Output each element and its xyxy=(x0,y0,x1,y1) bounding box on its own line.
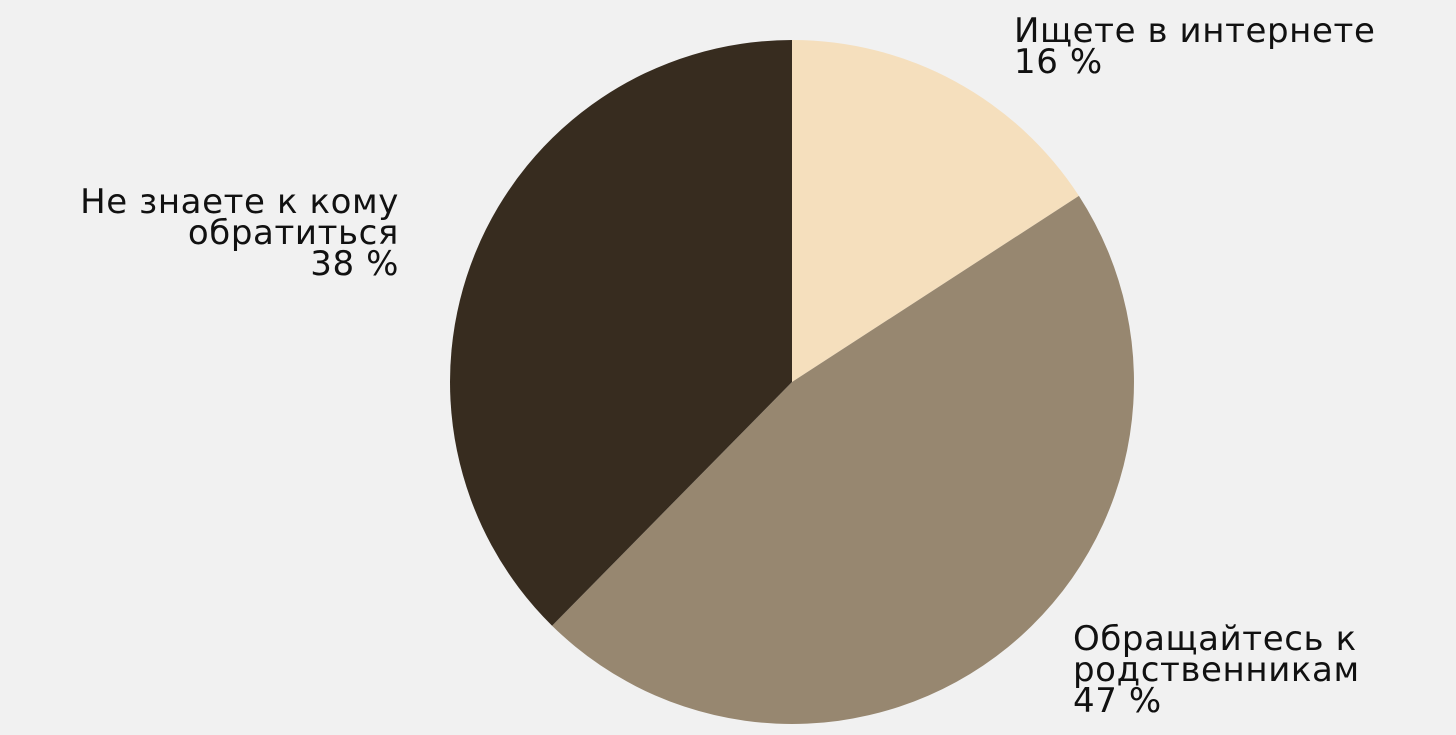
pie-slice-1 xyxy=(792,40,1079,382)
slice-value-label: 47 % xyxy=(1073,681,1162,721)
slice-category-label: Обращайтесь к xyxy=(1073,619,1357,659)
slice-category-label: Не знаете к кому xyxy=(80,182,399,222)
slice-label-3: Не знаете к кому обратиться 38 % xyxy=(80,182,399,284)
pie-slice-2 xyxy=(552,195,1134,724)
slice-value-label: 38 % xyxy=(310,244,399,284)
slice-category-label: родственникам xyxy=(1073,650,1360,690)
slice-category-label: Ищете в интернете xyxy=(1014,11,1375,51)
pie-slice-3 xyxy=(450,40,792,626)
slice-label-2: Обращайтесь к родственникам 47 % xyxy=(1073,619,1360,721)
slice-label-1: Ищете в интернете 16 % xyxy=(1014,11,1375,82)
slice-category-label: обратиться xyxy=(188,213,399,253)
slice-value-label: 16 % xyxy=(1014,42,1103,82)
